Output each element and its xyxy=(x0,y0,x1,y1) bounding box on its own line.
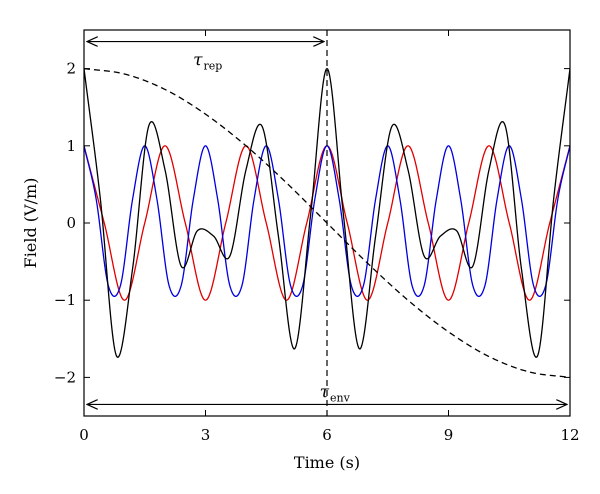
x-tick-label: 9 xyxy=(444,426,454,444)
x-tick-label: 12 xyxy=(560,426,579,444)
y-axis-label: Field (V/m) xyxy=(21,178,40,269)
x-tick-label: 6 xyxy=(322,426,332,444)
y-tick-label: 2 xyxy=(66,60,76,78)
tau-env-subscript: env xyxy=(330,391,351,404)
tau-rep-subscript: rep xyxy=(204,60,223,73)
y-tick-label: 0 xyxy=(66,214,76,232)
y-tick-label: −2 xyxy=(54,368,76,386)
x-tick-label: 0 xyxy=(79,426,89,444)
x-tick-label: 3 xyxy=(201,426,211,444)
x-axis-label: Time (s) xyxy=(294,453,360,472)
tau-rep-label: τ xyxy=(193,51,203,71)
y-tick-label: 1 xyxy=(66,137,76,155)
y-tick-label: −1 xyxy=(54,291,76,309)
series-line-3 xyxy=(84,67,570,358)
tau-env-label: τ xyxy=(320,382,330,402)
